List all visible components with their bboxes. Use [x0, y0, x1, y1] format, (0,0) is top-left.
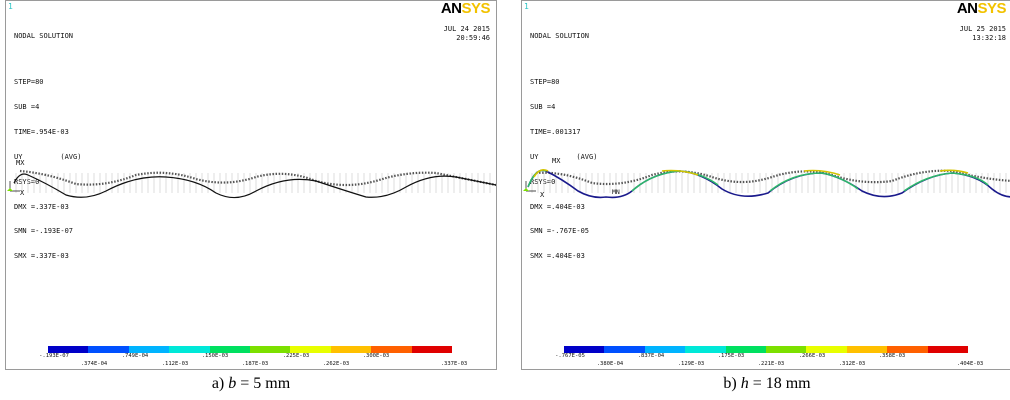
rsys-value: RSYS=0: [530, 177, 556, 186]
deformed-shape-plot: MX MN X: [523, 157, 1010, 199]
legend-seg-7: [330, 346, 372, 353]
tick-top-4: .358E-03: [878, 353, 906, 359]
legend-seg-2: [644, 346, 686, 353]
color-legend: [564, 346, 969, 353]
component-value: UY (AVG): [14, 152, 82, 161]
date-text: JUL 25 2015: [959, 25, 1006, 33]
legend-seg-9: [927, 346, 969, 353]
clock-text: 20:59:46: [456, 34, 490, 42]
contour-line-mid: [527, 169, 989, 192]
legend-seg-4: [209, 346, 251, 353]
origin-marker: [7, 188, 13, 191]
x-axis-label: X: [540, 191, 545, 199]
dmx-value: DMX =.337E-03: [14, 202, 69, 211]
tick-bottom-3: .312E-03: [838, 361, 866, 367]
tick-bottom-0: .380E-04: [596, 361, 624, 367]
mx-label: MX: [16, 159, 25, 167]
tick-bottom-0: .374E-04: [80, 361, 108, 367]
step-value: STEP=80: [14, 78, 44, 87]
legend-seg-5: [766, 346, 807, 353]
tick-bottom-1: .129E-03: [677, 361, 705, 367]
date-text: JUL 24 2015: [443, 25, 490, 33]
constraint-hatching: [15, 173, 491, 193]
caption-a: a) b = 5 mm: [211, 375, 291, 392]
clock-text: 13:32:18: [972, 34, 1006, 42]
window-number: 1: [8, 2, 13, 11]
tick-bottom-4: .404E-03: [956, 361, 984, 367]
dmx-value: DMX =.404E-03: [530, 202, 585, 211]
ansys-logo: ANSYS: [956, 0, 1007, 17]
tick-bottom-2: .221E-03: [757, 361, 785, 367]
tick-top-3: .225E-03: [282, 353, 310, 359]
legend-seg-2: [128, 346, 170, 353]
legend-seg-7: [846, 346, 888, 353]
origin-marker: [523, 188, 529, 191]
smx-value: SMX =.404E-03: [530, 252, 585, 261]
tick-top-0: -.767E-05: [555, 353, 585, 359]
timestamp: JUL 24 2015 20:59:46: [444, 25, 490, 43]
caption-b: b) h = 18 mm: [723, 375, 811, 392]
legend-seg-6: [806, 346, 847, 353]
tick-top-2: .150E-03: [201, 353, 229, 359]
legend-seg-0: [48, 346, 89, 353]
component-value: UY (AVG): [530, 152, 598, 161]
time-value: TIME=.954E-03: [14, 127, 69, 136]
legend-seg-0: [564, 346, 605, 353]
legend-seg-3: [685, 346, 726, 353]
tick-bottom-2: .187E-03: [241, 361, 269, 367]
tick-top-1: .749E-04: [121, 353, 149, 359]
tick-bottom-1: .112E-03: [161, 361, 189, 367]
smx-value: SMX =.337E-03: [14, 252, 69, 261]
result-info: NODAL SOLUTION STEP=80 SUB =4 TIME=.954E…: [14, 15, 81, 277]
time-value: TIME=.001317: [530, 127, 581, 136]
sub-value: SUB =4: [530, 102, 556, 111]
legend-seg-4: [725, 346, 767, 353]
ansys-window-a: 1 NODAL SOLUTION STEP=80 SUB =4 TIME=.95…: [5, 0, 497, 370]
timestamp: JUL 25 2015 13:32:18: [960, 25, 1006, 43]
tick-top-2: .175E-03: [717, 353, 745, 359]
smn-value: SMN =-.193E-07: [14, 227, 74, 236]
legend-seg-1: [88, 346, 129, 353]
legend-seg-5: [250, 346, 291, 353]
tick-top-1: .837E-04: [637, 353, 665, 359]
deformed-shape-line: [13, 173, 496, 199]
tick-top-4: .300E-03: [362, 353, 390, 359]
legend-seg-6: [290, 346, 331, 353]
smn-value: SMN =-.767E-05: [530, 227, 590, 236]
deformed-shape-plot: MX X: [7, 159, 496, 199]
rsys-value: RSYS=0: [14, 177, 40, 186]
legend-seg-8: [371, 346, 412, 353]
tick-top-0: -.193E-07: [39, 353, 69, 359]
legend-seg-1: [604, 346, 645, 353]
legend-ticks: -.767E-05 .837E-04 .175E-03 .266E-03 .35…: [555, 353, 984, 369]
ansys-logo: ANSYS: [440, 0, 491, 17]
solution-title: NODAL SOLUTION: [530, 31, 590, 40]
legend-seg-8: [887, 346, 928, 353]
x-axis-label: X: [20, 189, 25, 197]
node-symbols: [19, 169, 496, 187]
step-value: STEP=80: [530, 78, 560, 87]
legend-seg-9: [411, 346, 453, 353]
tick-bottom-4: .337E-03: [440, 361, 468, 367]
ansys-window-b: 1 NODAL SOLUTION STEP=80 SUB =4 TIME=.00…: [521, 0, 1010, 370]
window-number: 1: [524, 2, 529, 11]
tick-top-3: .266E-03: [798, 353, 826, 359]
tick-bottom-3: .262E-03: [322, 361, 350, 367]
node-symbols: [535, 169, 1010, 186]
contour-line-high: [533, 169, 969, 178]
sub-value: SUB =4: [14, 102, 40, 111]
solution-title: NODAL SOLUTION: [14, 31, 74, 40]
mx-label: MX: [552, 157, 561, 165]
color-legend: [48, 346, 453, 353]
result-info: NODAL SOLUTION STEP=80 SUB =4 TIME=.0013…: [530, 15, 597, 277]
mn-label: MN: [612, 188, 620, 196]
legend-ticks: -.193E-07 .749E-04 .150E-03 .225E-03 .30…: [39, 353, 468, 369]
legend-seg-3: [169, 346, 210, 353]
